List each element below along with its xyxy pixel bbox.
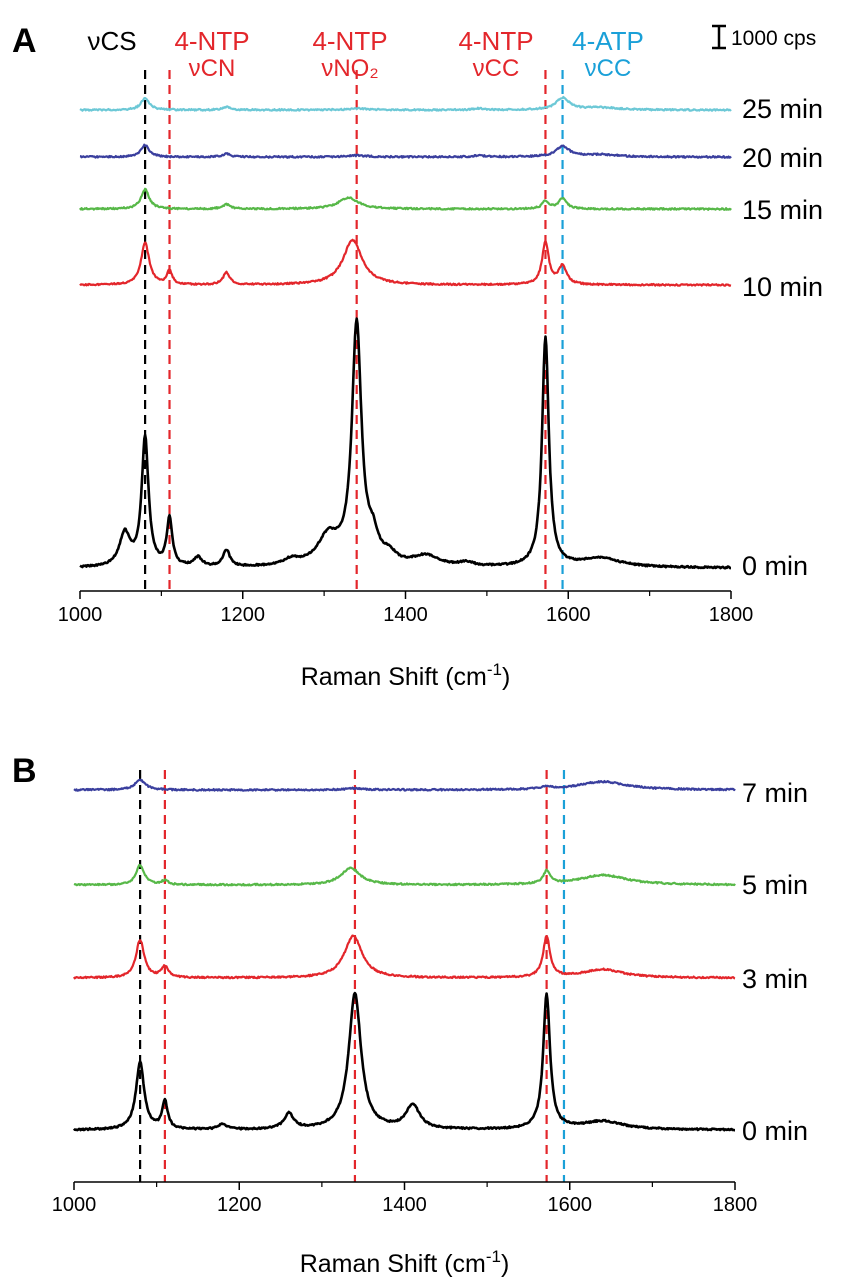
scale-bar-label: 1000 cps: [731, 27, 816, 50]
panel-b-label: B: [12, 752, 37, 790]
x-tick-label-1600: 1600: [546, 604, 591, 626]
series-line-3-min: [73, 934, 736, 980]
peak-label-4-ntp-2: 4-NTP: [312, 26, 387, 56]
x-tick-label-1200: 1200: [217, 1194, 262, 1216]
x-tick-label-1600: 1600: [548, 1194, 593, 1216]
peak-label-4-ntp-3: 4-NTP: [458, 26, 533, 56]
panel-b-trace-labels: 7 min 5 min 3 min 0 min: [742, 778, 808, 1146]
series-label-0-min: 0 min: [742, 1116, 808, 1146]
series-label-10-min: 10 min: [742, 272, 823, 302]
series-line-5-min: [73, 863, 736, 887]
x-tick-label-1400: 1400: [383, 604, 428, 626]
peak-sublabel-2: νNO₂: [321, 55, 378, 82]
series-label-20-min: 20 min: [742, 143, 823, 173]
x-tick-label-1800: 1800: [713, 1194, 758, 1216]
panel-a-traces: [79, 95, 732, 570]
series-line-7-min: [73, 778, 736, 792]
panel-a-trace-labels: 25 min 20 min 15 min 10 min 0 min: [742, 94, 823, 581]
x-tick-label-1200: 1200: [221, 604, 266, 626]
peak-sublabel-4: νCC: [585, 55, 632, 82]
panel-a-peak-lines: [144, 70, 564, 591]
series-line-0-min: [72, 991, 736, 1132]
peak-label-4-ntp-1: 4-NTP: [174, 26, 249, 56]
panel-b-peak-lines: [139, 770, 566, 1182]
peak-label-cs-0: νCS: [87, 26, 136, 56]
series-line-25-min: [79, 95, 732, 112]
x-tick-label-1400: 1400: [382, 1194, 427, 1216]
series-label-0-min: 0 min: [742, 551, 808, 581]
x-tick-label-1000: 1000: [58, 604, 103, 626]
panel-a-x-ticks: 1000 1200 1400 1600 1800: [58, 591, 754, 626]
peak-sublabel-3: νCC: [473, 55, 520, 82]
panel-b-x-axis-title: Raman Shift (cm-1): [300, 1247, 510, 1278]
series-label-3-min: 3 min: [742, 964, 808, 994]
panel-b-x-ticks: 1000 1200 1400 1600 1800: [52, 1182, 758, 1216]
series-label-7-min: 7 min: [742, 778, 808, 808]
series-line-10-min: [79, 238, 732, 287]
series-label-15-min: 15 min: [742, 195, 823, 225]
panel-a-label: A: [12, 22, 37, 60]
series-line-15-min: [79, 187, 732, 211]
scale-bar: 1000 cps: [712, 24, 816, 50]
series-line-0-min: [79, 317, 732, 570]
panel-a-x-axis-title: Raman Shift (cm-1): [301, 660, 511, 691]
series-label-25-min: 25 min: [742, 94, 823, 124]
series-line-20-min: [79, 143, 732, 159]
peak-label-4-atp-4: 4-ATP: [572, 26, 644, 56]
peak-sublabel-1: νCN: [189, 55, 236, 82]
x-tick-label-1800: 1800: [709, 604, 754, 626]
series-label-5-min: 5 min: [742, 870, 808, 900]
panel-b-traces: [72, 778, 736, 1132]
x-tick-label-1000: 1000: [52, 1194, 97, 1216]
